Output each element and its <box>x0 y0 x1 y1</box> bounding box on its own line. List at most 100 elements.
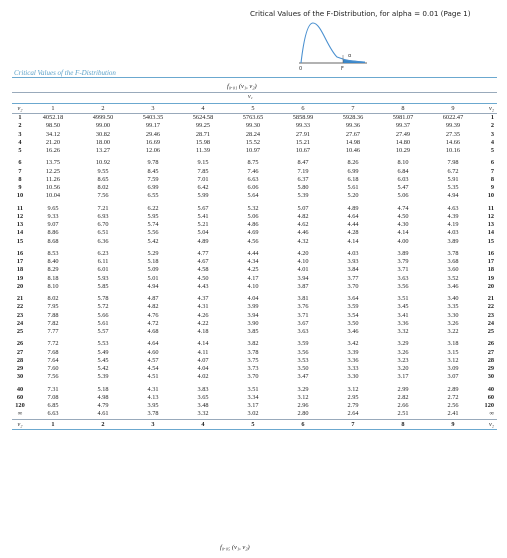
col-header: 3 <box>128 103 178 114</box>
table-row: 21 8.02 5.78 4.87 4.37 4.04 3.81 3.64 3.51 3.40 21 <box>12 295 497 303</box>
row-df-right: 60 <box>487 393 494 401</box>
table-cell: 2.66 <box>397 402 409 409</box>
table-cell: 3.09 <box>447 365 459 372</box>
table-cell: 7.46 <box>247 167 259 175</box>
table-cell: 10.67 <box>295 147 311 154</box>
table-cell: 3.45 <box>397 303 409 311</box>
table-cell: 6.72 <box>447 167 459 175</box>
col-footer: 3 <box>128 418 178 430</box>
table-cell: 5.56 <box>147 229 159 237</box>
table-cell: 6022.47 <box>442 114 464 121</box>
table-cell: 5.85 <box>97 282 109 290</box>
table-cell: 3.39 <box>347 348 359 356</box>
table-cell: 7.88 <box>47 311 59 319</box>
row-df-right: 19 <box>487 274 494 282</box>
table-cell: 3.29 <box>297 385 309 393</box>
table-row: 4 21.20 18.00 16.69 15.98 15.52 15.21 14.98 14.8… <box>12 139 497 147</box>
col-header: 4 <box>178 103 228 114</box>
table-cell: 6.37 <box>297 175 309 183</box>
table-cell: 7.98 <box>447 159 459 167</box>
table-cell: 3.07 <box>447 373 459 381</box>
table-cell: 4.54 <box>147 365 159 372</box>
table-cell: 10.97 <box>245 147 261 154</box>
table-cell: 3.93 <box>347 258 359 265</box>
row-df-left: 5 <box>18 147 22 154</box>
table-cell: 3.81 <box>297 295 309 302</box>
table-cell: 2.51 <box>397 410 409 418</box>
table-cell: 4.46 <box>297 229 309 237</box>
table-cell: 6.55 <box>147 192 159 200</box>
table-cell: 7.82 <box>47 319 59 327</box>
row-df-right: 30 <box>487 373 494 381</box>
row-df-left: 23 <box>16 311 24 319</box>
table-cell: 3.42 <box>347 340 359 348</box>
table-cell: 3.90 <box>247 319 259 327</box>
table-cell: 16.69 <box>145 138 161 146</box>
table-cell: 8.45 <box>147 167 159 175</box>
table-cell: 6.70 <box>97 221 109 228</box>
table-cell: 7.64 <box>47 356 59 364</box>
table-cell: 4.00 <box>397 237 409 245</box>
table-cell: 18.00 <box>95 138 111 146</box>
row-df-left: 19 <box>16 274 24 282</box>
table-cell: 5.01 <box>147 274 159 282</box>
table-cell: 5.72 <box>97 303 109 311</box>
table-cell: 7.95 <box>47 303 59 311</box>
table-cell: 3.17 <box>397 373 409 381</box>
table-cell: 6.84 <box>397 167 409 175</box>
table-cell: 2.80 <box>297 410 309 418</box>
table-cell: 4.51 <box>147 373 159 381</box>
table-cell: 3.26 <box>447 319 459 327</box>
table-row: 13 9.07 6.70 5.74 5.21 4.86 4.62 4.44 4.30 4.19 13 <box>12 221 497 229</box>
table-cell: 3.35 <box>447 303 459 311</box>
table-cell: 3.78 <box>447 249 459 257</box>
table-cell: 7.31 <box>47 385 59 393</box>
column-header-row: ν₂ 1 2 3 4 5 6 7 8 9 ν₂ <box>12 103 497 114</box>
table-cell: 5.06 <box>397 192 409 200</box>
table-cell: 3.84 <box>347 266 359 274</box>
table-cell: 3.73 <box>247 365 259 372</box>
table-cell: 5624.58 <box>192 114 214 121</box>
row-df-left: ∞ <box>17 410 23 418</box>
row-df-left: 16 <box>16 249 24 257</box>
table-cell: 7.19 <box>297 167 309 175</box>
col-header: 2 <box>78 103 128 114</box>
table-cell: 4.19 <box>447 221 459 228</box>
row-df-left: 13 <box>16 221 24 228</box>
table-cell: 5.74 <box>147 221 159 228</box>
table-cell: 4.58 <box>197 266 209 274</box>
row-df-right: 29 <box>487 365 494 372</box>
table-cell: 8.86 <box>47 229 59 237</box>
table-cell: 98.50 <box>45 122 61 130</box>
table-cell: 4.61 <box>97 410 109 418</box>
table-cell: 4.82 <box>297 212 309 220</box>
table-cell: 4.57 <box>147 356 159 364</box>
table-cell: 2.99 <box>397 385 409 393</box>
table-cell: 4.86 <box>247 221 259 228</box>
table-cell: 5763.65 <box>242 114 264 121</box>
col-footer: 2 <box>78 418 128 430</box>
table-cell: 10.04 <box>45 192 61 200</box>
row-df-right: 10 <box>487 192 494 200</box>
table-cell: 6.36 <box>97 237 109 245</box>
table-cell: 7.21 <box>97 204 109 212</box>
row-df-right: 8 <box>490 175 494 183</box>
table-cell: 4.64 <box>347 212 359 220</box>
source-link[interactable]: Critical Values of the F-Distribution <box>14 69 116 77</box>
table-cell: 5.42 <box>97 365 109 372</box>
col-footer: 1 <box>28 418 78 430</box>
row-df-left: 18 <box>16 266 24 274</box>
table-cell: 7.01 <box>197 175 209 183</box>
table-row: 28 7.64 5.45 4.57 4.07 3.75 3.53 3.36 3.23 3.12 28 <box>12 357 497 365</box>
table-cell: 10.56 <box>45 184 61 191</box>
table-cell: 3.71 <box>297 311 309 319</box>
row-df-left: 40 <box>16 385 24 393</box>
row-df-right: 22 <box>487 303 494 311</box>
table-cell: 99.33 <box>295 122 311 130</box>
row-df-left: 12 <box>16 212 24 220</box>
table-cell: 4.04 <box>197 365 209 372</box>
table-row: 40 7.31 5.18 4.31 3.83 3.51 3.29 3.12 2.99 2.89 40 <box>12 386 497 394</box>
table-row: 3 34.12 30.82 29.46 28.71 28.24 27.91 27.67 27.4… <box>12 131 497 139</box>
table-cell: 3.59 <box>297 340 309 348</box>
nu2-label-left: ν₂ <box>17 105 23 112</box>
